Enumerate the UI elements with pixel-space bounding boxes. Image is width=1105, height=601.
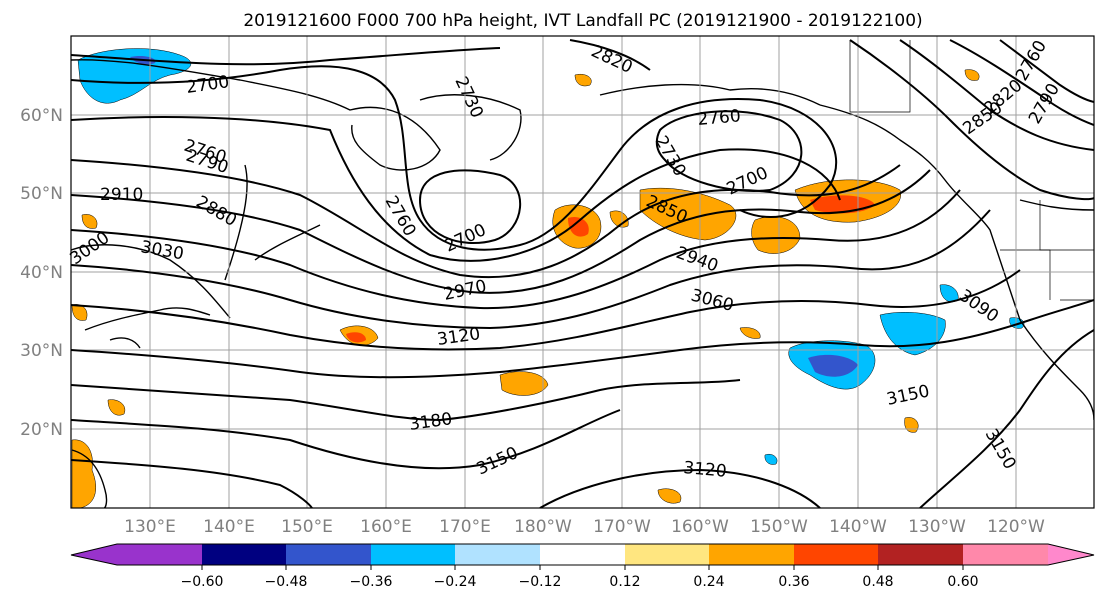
colorbar-tick-label: 0.48 — [862, 574, 893, 590]
colorbar-segment — [540, 544, 625, 565]
lon-label: 140°W — [829, 517, 887, 537]
height-contour — [418, 169, 522, 245]
ivt-positive-region — [81, 214, 98, 229]
colorbar-segment — [963, 544, 1048, 565]
lon-label: 160°W — [671, 517, 729, 537]
colorbar-segment — [117, 544, 202, 565]
lat-label: 30°N — [20, 341, 63, 361]
colorbar-tick-label: 0.36 — [778, 574, 809, 590]
ivt-positive-region — [499, 371, 549, 396]
lat-label: 40°N — [20, 263, 63, 283]
height-contour — [71, 116, 841, 262]
contour-label: 2760 — [697, 106, 742, 130]
lon-label: 130°E — [124, 517, 176, 537]
colorbar-tick-label: −0.36 — [350, 574, 393, 590]
colorbar-tick-label: 0.24 — [693, 574, 724, 590]
height-contour — [849, 39, 1094, 200]
map-panel: 2820 2700 2730 2760 2790 2910 2880 3000 … — [66, 35, 1095, 509]
ivt-positive-region — [71, 439, 96, 508]
height-contour — [71, 159, 901, 279]
contour-label: 2910 — [100, 185, 143, 205]
height-contour — [71, 189, 961, 310]
lat-label: 60°N — [20, 106, 63, 126]
height-contour — [71, 169, 931, 294]
height-contour — [71, 459, 313, 508]
colorbar-tick-label: −0.24 — [434, 574, 477, 590]
height-contour — [899, 39, 1094, 151]
height-contour — [71, 299, 1094, 379]
colorbar-segment — [625, 544, 709, 565]
colorbar-extend-high — [1048, 544, 1094, 565]
height-contour — [71, 409, 621, 470]
ivt-positive-region — [964, 69, 980, 81]
ivt-negative-core — [808, 354, 858, 377]
height-contour — [71, 269, 1021, 351]
colorbar-outline — [70, 543, 1095, 566]
lat-label: 50°N — [20, 184, 63, 204]
lon-label: 130°W — [908, 517, 966, 537]
colorbar-tick-label: −0.48 — [265, 574, 308, 590]
ivt-positive-core — [568, 216, 589, 237]
map-frame — [70, 35, 1095, 509]
latitude-labels: 60°N 50°N 40°N 30°N 20°N — [20, 106, 63, 440]
height-contour — [919, 329, 1094, 508]
colorbar-tick-label: −0.60 — [181, 574, 224, 590]
height-contour — [71, 209, 991, 330]
lon-label: 170°E — [439, 517, 491, 537]
height-contour — [655, 110, 803, 192]
longitude-labels: 130°E 140°E 150°E 160°E 170°E 180°W 170°… — [124, 517, 1045, 537]
ivt-positive-region — [751, 216, 801, 254]
colorbar-tick-label: 0.12 — [609, 574, 640, 590]
coastlines — [71, 59, 1094, 508]
contour-label: 3120 — [683, 458, 728, 482]
height-contour — [71, 379, 741, 422]
graticule — [71, 36, 1094, 508]
political-boundaries — [849, 40, 1094, 301]
lon-label: 180°W — [514, 517, 572, 537]
ivt-positive-region — [739, 327, 761, 339]
colorbar-ticks — [201, 565, 964, 570]
lon-label: 120°W — [987, 517, 1045, 537]
lon-label: 140°E — [203, 517, 255, 537]
figure-title: 2019121600 F000 700 hPa height, IVT Land… — [243, 11, 922, 31]
colorbar-segment — [286, 544, 371, 565]
height-contour — [71, 65, 838, 251]
height-contour — [999, 39, 1094, 103]
height-contours — [71, 39, 1094, 508]
lon-label: 150°E — [281, 517, 333, 537]
lon-label: 160°E — [360, 517, 412, 537]
ivt-negative-region — [764, 454, 778, 465]
lat-label: 20°N — [20, 420, 63, 440]
colorbar-segment — [455, 544, 540, 565]
ivt-positive-core — [346, 332, 366, 343]
ivt-positive-region — [657, 488, 682, 504]
colorbar-segment — [794, 544, 878, 565]
colorbar-segment — [709, 544, 794, 565]
colorbar-extend-low — [71, 544, 117, 565]
height-contour — [71, 47, 501, 66]
height-contour — [569, 39, 651, 71]
lon-label: 150°W — [750, 517, 808, 537]
colorbar-tick-label: 0.60 — [947, 574, 978, 590]
ivt-positive-region — [107, 399, 126, 416]
colorbar-segment — [878, 544, 963, 565]
colorbar-segment — [202, 544, 286, 565]
colorbar-segment — [371, 544, 455, 565]
ivt-positive-region — [574, 74, 592, 87]
colorbar: −0.60 −0.48 −0.36 −0.24 −0.12 0.12 0.24 … — [70, 543, 1095, 590]
height-contour — [949, 39, 1094, 126]
colorbar-tick-label: −0.12 — [519, 574, 562, 590]
lon-label: 170°W — [593, 517, 651, 537]
height-contour — [539, 468, 821, 508]
ivt-negative-region — [77, 48, 192, 104]
